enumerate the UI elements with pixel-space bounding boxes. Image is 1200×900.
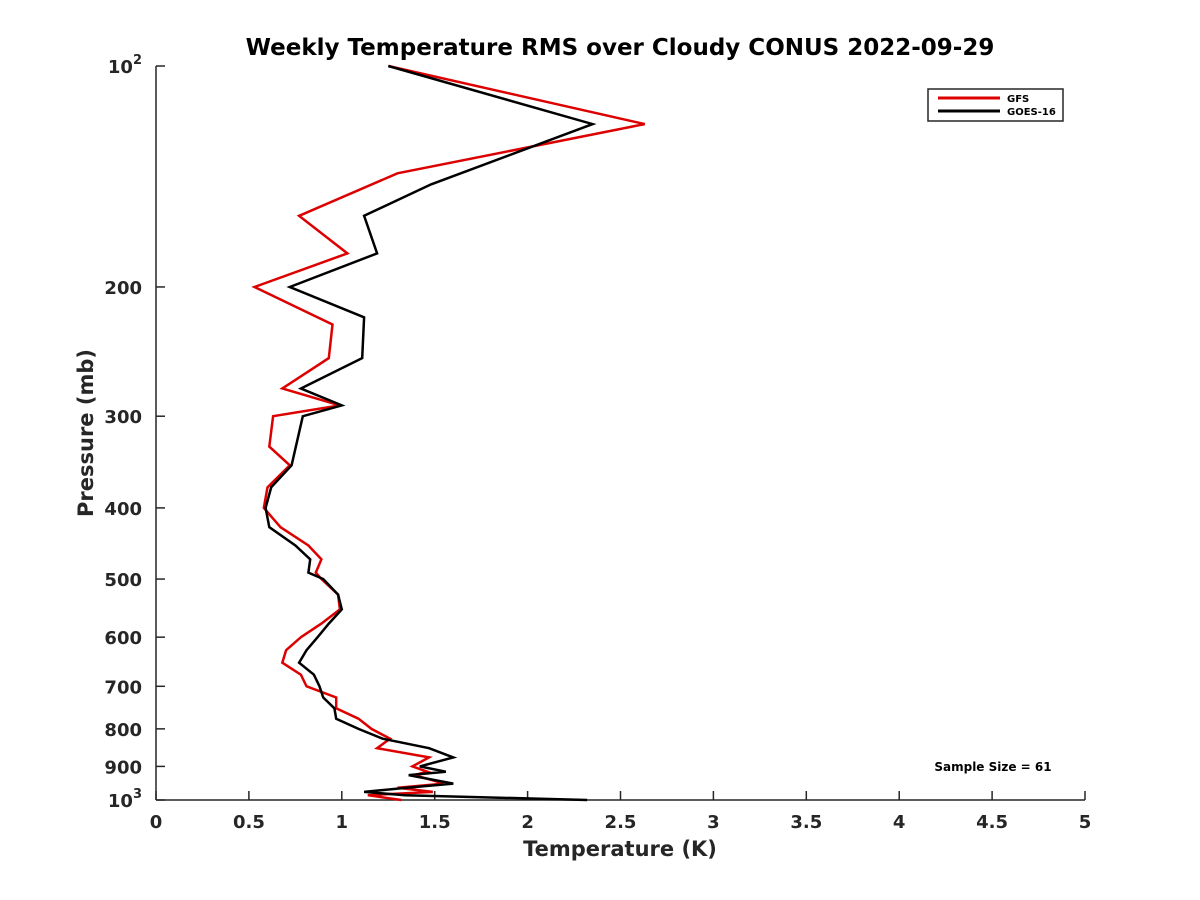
y-axis-label: Pressure (mb): [74, 349, 98, 517]
chart-title: Weekly Temperature RMS over Cloudy CONUS…: [246, 35, 995, 61]
y-tick-label: 103: [108, 787, 142, 812]
x-tick-label: 1: [336, 812, 349, 833]
x-tick-label: 0.5: [233, 812, 265, 833]
y-tick-label: 500: [104, 570, 142, 591]
x-tick-label: 3.5: [790, 812, 822, 833]
x-tick-label: 4.5: [976, 812, 1008, 833]
x-tick-label: 2: [521, 812, 534, 833]
sample-size-annotation: Sample Size = 61: [934, 760, 1051, 774]
y-tick-label: 700: [104, 677, 142, 698]
y-tick-label: 102: [108, 53, 142, 78]
x-tick-label: 2.5: [605, 812, 637, 833]
series-line-gfs: [251, 64, 645, 802]
legend-label-goes16: GOES-16: [1007, 107, 1056, 118]
y-tick-label: 800: [104, 720, 142, 741]
legend: GFS GOES-16: [927, 88, 1064, 122]
plot-area: 0 0.5 1 1.5 2 2.5 3 3.5 4 4.5 5 102 200 300 400 500 600 7…: [104, 53, 1091, 833]
x-axis-label: Temperature (K): [523, 837, 717, 861]
series-line-goes16: [264, 64, 597, 802]
y-tick-label: 200: [104, 278, 142, 299]
x-tick-label: 0: [150, 812, 163, 833]
x-tick-label: 3: [707, 812, 720, 833]
legend-box: [927, 88, 1064, 122]
y-tick-label: 400: [104, 499, 142, 520]
x-tick-label: 4: [893, 812, 906, 833]
y-tick-label: 600: [104, 628, 142, 649]
legend-label-gfs: GFS: [1007, 94, 1029, 105]
x-tick-label: 1.5: [419, 812, 451, 833]
y-tick-label: 900: [104, 757, 142, 778]
x-tick-label: 5: [1079, 812, 1092, 833]
y-tick-label: 300: [104, 407, 142, 428]
